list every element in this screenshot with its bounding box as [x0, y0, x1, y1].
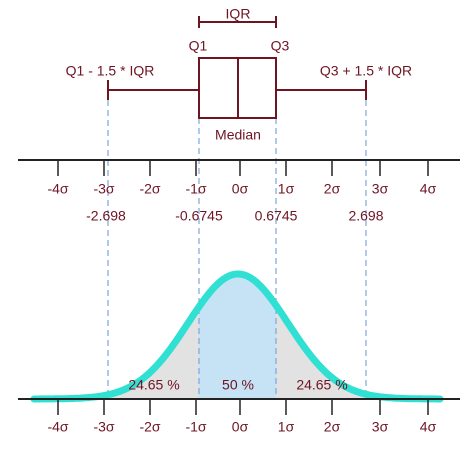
sigma-label: -1σ	[185, 181, 206, 197]
area-label: 24.65 %	[296, 377, 347, 393]
quantile-label: -2.698	[86, 208, 126, 224]
normal-curve	[30, 270, 444, 403]
sigma-label: -4σ	[47, 419, 68, 435]
label: IQR	[226, 6, 251, 22]
quantile-label: 0.6745	[255, 208, 298, 224]
sigma-label: 3σ	[372, 419, 389, 435]
sigma-label: 2σ	[324, 419, 341, 435]
sigma-label: 2σ	[324, 181, 341, 197]
label: Q3 + 1.5 * IQR	[320, 63, 412, 79]
label: Q1	[189, 38, 208, 54]
sigma-label: 1σ	[278, 419, 295, 435]
sigma-label: 4σ	[420, 181, 437, 197]
sigma-label: 3σ	[372, 181, 389, 197]
label: Q1 - 1.5 * IQR	[66, 63, 155, 79]
sigma-label: 4σ	[420, 419, 437, 435]
areas	[108, 274, 366, 399]
label: Q3	[271, 38, 290, 54]
sigma-label: -2σ	[139, 181, 160, 197]
area-label: 24.65 %	[128, 377, 179, 393]
sigma-label: 1σ	[278, 181, 295, 197]
quantile-label: 2.698	[348, 208, 383, 224]
label: Median	[215, 127, 261, 143]
labels: -4σ -3σ -2σ -1σ 0σ 1σ 2σ 3σ 4σ -4σ -3σ -2σ -1σ 0σ 1σ 2σ…	[47, 160, 437, 435]
dashed-guides	[107, 100, 367, 399]
sigma-label: -3σ	[93, 419, 114, 435]
area-label: 50 %	[222, 377, 254, 393]
sigma-label: -3σ	[93, 181, 114, 197]
sigma-label: -1σ	[185, 419, 206, 435]
iqr-area	[199, 274, 276, 399]
sigma-label: -4σ	[47, 181, 68, 197]
sigma-label: 0σ	[232, 419, 249, 435]
box-plot: IQR Q1 Q3 Q1 - 1.5 * IQR Q3 + 1.5 * IQR …	[66, 6, 412, 143]
sigma-label: 0σ	[232, 181, 249, 197]
sigma-label: -2σ	[139, 419, 160, 435]
quantile-label: -0.6745	[175, 208, 223, 224]
